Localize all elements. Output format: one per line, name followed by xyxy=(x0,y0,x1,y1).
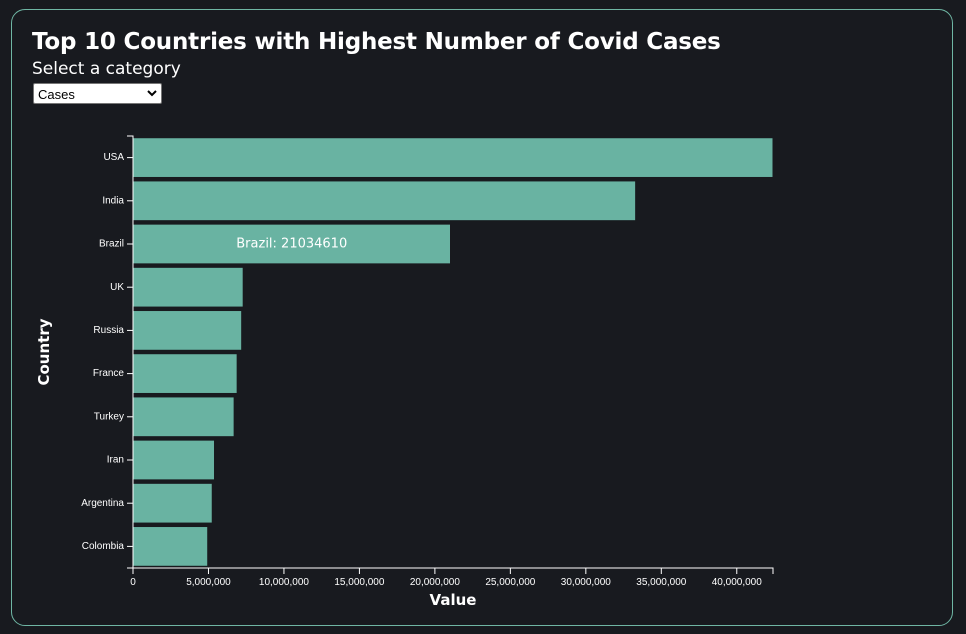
y-axis-title: Country xyxy=(35,318,53,385)
y-tick-brazil: Brazil xyxy=(99,239,133,250)
bar-russia[interactable] xyxy=(132,310,243,351)
bar-france[interactable] xyxy=(132,353,238,394)
bars-layer xyxy=(132,137,774,567)
y-tick-label: UK xyxy=(110,282,124,293)
y-tick-label: USA xyxy=(103,152,124,163)
y-tick-iran: Iran xyxy=(107,455,133,466)
y-tick-france: France xyxy=(93,368,133,379)
page-title: Top 10 Countries with Highest Number of … xyxy=(32,29,721,55)
x-tick-8: 40,000,000 xyxy=(712,568,762,588)
y-tick-argentina: Argentina xyxy=(81,498,133,509)
y-tick-label: France xyxy=(93,368,125,379)
x-tick-label: 20,000,000 xyxy=(410,577,460,588)
x-tick-5: 25,000,000 xyxy=(485,568,536,588)
y-tick-colombia: Colombia xyxy=(82,541,133,552)
y-tick-russia: Russia xyxy=(93,325,133,336)
x-tick-label: 30,000,000 xyxy=(561,577,611,588)
select-category-label: Select a category xyxy=(32,59,181,79)
x-tick-label: 15,000,000 xyxy=(334,577,384,588)
x-tick-label: 10,000,000 xyxy=(259,577,309,588)
y-tick-label: Turkey xyxy=(94,411,124,422)
x-tick-label: 0 xyxy=(130,577,136,588)
x-tick-label: 25,000,000 xyxy=(485,577,535,588)
category-select[interactable]: Cases xyxy=(33,83,162,104)
y-tick-india: India xyxy=(102,195,133,206)
y-tick-label: Russia xyxy=(93,325,124,336)
x-tick-1: 5,000,000 xyxy=(186,568,231,588)
y-tick-usa: USA xyxy=(103,152,133,163)
bar-brazil[interactable] xyxy=(132,223,452,265)
x-tick-3: 15,000,000 xyxy=(334,568,385,588)
bar-colombia[interactable] xyxy=(132,526,209,567)
y-tick-uk: UK xyxy=(110,282,133,293)
bar-argentina[interactable] xyxy=(132,482,213,524)
x-axis-line xyxy=(132,567,774,574)
x-tick-label: 35,000,000 xyxy=(636,577,686,588)
x-tick-4: 20,000,000 xyxy=(410,568,460,588)
bar-uk[interactable] xyxy=(132,266,244,308)
bar-usa[interactable] xyxy=(132,137,774,178)
chevron-down-icon xyxy=(147,90,157,97)
x-tick-2: 10,000,000 xyxy=(259,568,309,588)
y-axis: USA India Brazil UK Russia France Turkey Iran Ar… xyxy=(81,135,134,569)
x-tick-label: 5,000,000 xyxy=(186,577,231,588)
y-axis-line xyxy=(127,135,134,569)
bar-india[interactable] xyxy=(132,180,637,222)
y-tick-label: Brazil xyxy=(99,239,124,250)
x-tick-0: 0 xyxy=(130,568,136,588)
y-tick-label: Iran xyxy=(107,455,124,466)
bar-iran[interactable] xyxy=(132,439,216,481)
y-tick-label: India xyxy=(102,195,124,206)
x-tick-7: 35,000,000 xyxy=(636,568,687,588)
y-tick-turkey: Turkey xyxy=(94,411,133,422)
annotation-layer: Brazil: 21034610 xyxy=(236,237,347,252)
category-select-value: Cases xyxy=(38,87,75,102)
x-axis-title: Value xyxy=(430,591,477,609)
x-tick-6: 30,000,000 xyxy=(561,568,611,588)
bar-annotation-label: Brazil: 21034610 xyxy=(236,237,347,252)
y-tick-label: Colombia xyxy=(82,541,125,552)
bar-turkey[interactable] xyxy=(132,396,235,438)
x-axis: 0 5,000,000 10,000,000 15,000,000 20,000,000… xyxy=(130,567,774,588)
x-tick-label: 40,000,000 xyxy=(712,577,762,588)
y-tick-label: Argentina xyxy=(81,498,124,509)
